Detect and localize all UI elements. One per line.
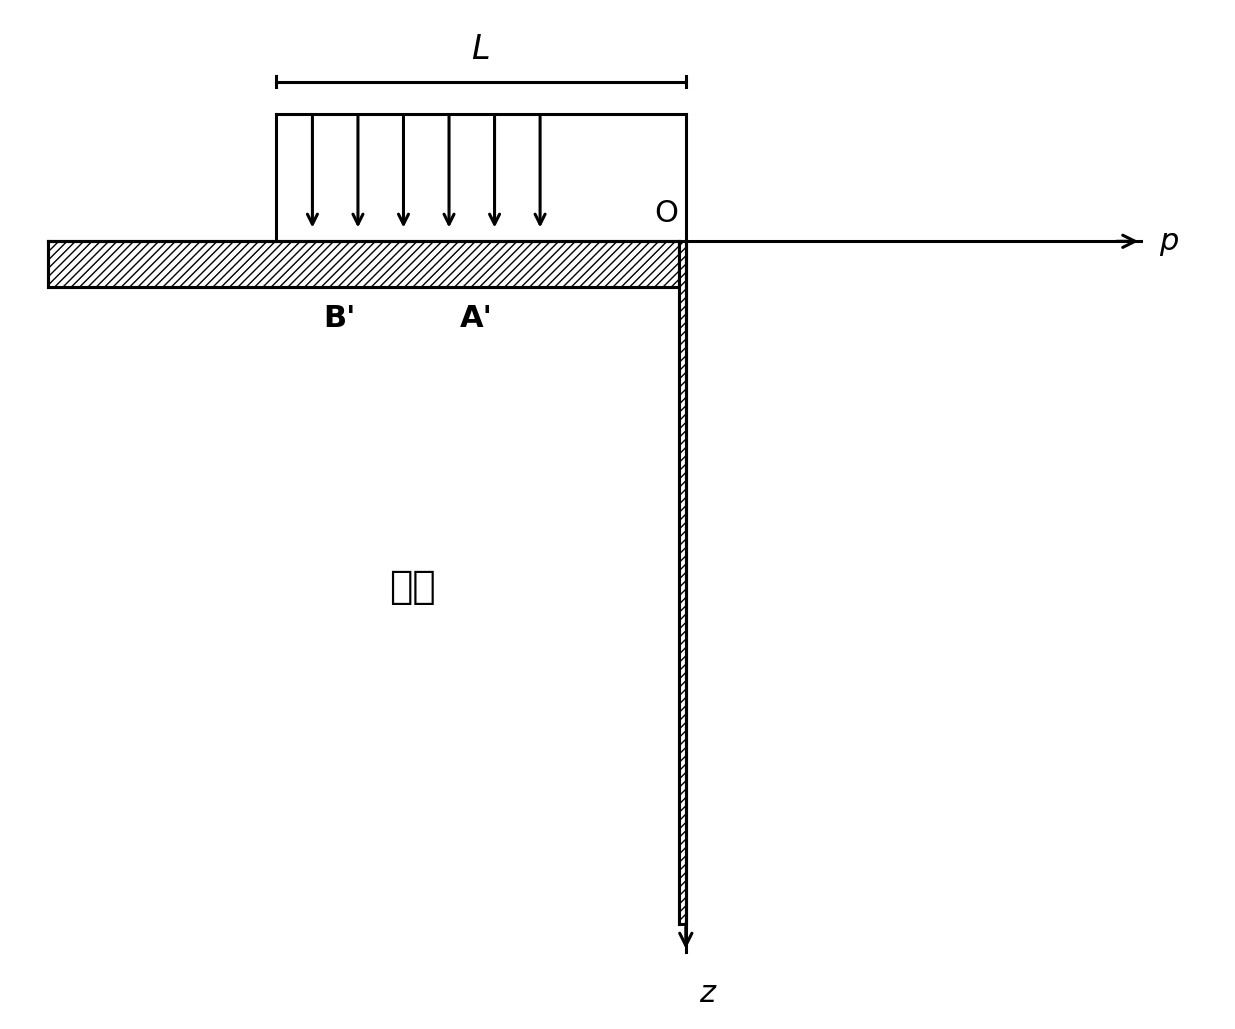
Text: A': A' bbox=[459, 305, 493, 333]
Text: B': B' bbox=[324, 305, 356, 333]
Text: L: L bbox=[472, 33, 490, 66]
Bar bbox=[48, 241, 679, 287]
Text: z: z bbox=[699, 979, 715, 1008]
Bar bbox=[679, 241, 685, 924]
Text: p: p bbox=[1160, 226, 1178, 256]
Text: O: O bbox=[655, 199, 678, 227]
Text: 土体: 土体 bbox=[389, 568, 436, 606]
